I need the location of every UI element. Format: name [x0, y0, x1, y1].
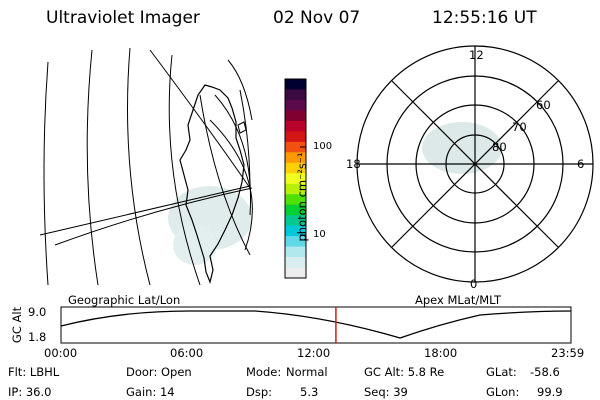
gc-alt-status: GC Alt: 5.8 Re — [364, 365, 445, 379]
colorbar-segment — [285, 236, 306, 248]
glon-value: 99.9 — [537, 385, 563, 399]
parallel-line — [227, 59, 253, 121]
orbit-plot-frame — [60, 306, 572, 344]
colorbar-tick-label: 10 — [313, 229, 326, 240]
island-outline — [237, 121, 247, 134]
colorbar-segment — [285, 246, 306, 258]
orbit-x-label: 06:00 — [170, 346, 204, 360]
colorbar-segment — [285, 131, 306, 143]
colorbar-segment — [285, 99, 306, 112]
colorbar-segment — [285, 257, 306, 269]
orbit-x-label: 18:00 — [424, 346, 458, 360]
colorbar-segment — [285, 183, 306, 195]
colorbar-segment — [285, 215, 306, 227]
meridian-line — [43, 61, 49, 286]
colorbar-segment — [285, 267, 306, 279]
colorbar-tick-label: 100 — [313, 141, 333, 152]
colorbar-frame — [284, 78, 307, 279]
dsp-label: Dsp: — [246, 385, 273, 399]
glat-value: -58.6 — [530, 365, 560, 379]
glon-label: GLon: — [486, 385, 520, 399]
colorbar-segment — [285, 141, 306, 153]
colorbar-segment — [285, 120, 306, 132]
mlat-label-60: 60 — [536, 98, 551, 112]
parallel-line — [214, 94, 252, 216]
colorbar-segment — [285, 152, 306, 164]
continent-outline — [179, 84, 245, 284]
mlt-label-18: 18 — [346, 157, 361, 171]
meridian-line — [86, 49, 99, 286]
time-label: 12:55:16 UT — [432, 8, 537, 28]
meridian-line — [127, 47, 151, 286]
orbit-x-label: 12:00 — [297, 346, 331, 360]
colorbar-segment — [285, 110, 306, 122]
gain-status: Gain: 14 — [126, 385, 175, 399]
orbit-y-top: 9.0 — [28, 305, 47, 319]
parallel-line — [54, 187, 253, 246]
app-title: Ultraviolet Imager — [46, 8, 200, 28]
filter-status: Flt: LBHL — [8, 365, 60, 379]
mode-value: Normal — [286, 365, 328, 379]
mlat-label-80: 80 — [492, 140, 507, 154]
colorbar-segment — [285, 225, 306, 237]
orbit-y-bottom: 1.8 — [28, 330, 47, 344]
mlat-label-70: 70 — [512, 120, 527, 134]
mode-label: Mode: — [246, 365, 282, 379]
colorbar-segment — [285, 162, 306, 174]
door-status: Door: Open — [126, 365, 192, 379]
seq-status: Seq: 39 — [364, 385, 408, 399]
aurora-glow — [173, 225, 217, 265]
colorbar-segment — [285, 89, 306, 101]
meridian-line — [199, 94, 251, 256]
orbit-x-label: 23:59 — [551, 346, 585, 360]
mlt-label-6: 6 — [577, 157, 585, 171]
aurora-glow — [422, 122, 502, 174]
orbit-altitude-plot — [60, 306, 572, 344]
polar-diagonal — [391, 80, 559, 248]
colorbar-segment — [285, 204, 306, 216]
glat-label: GLat: — [486, 365, 517, 379]
colorbar-unit-label: photon cm⁻²s⁻¹ — [295, 152, 309, 242]
mlt-label-0: 0 — [470, 277, 478, 291]
colorbar — [285, 79, 306, 279]
date-label: 02 Nov 07 — [273, 8, 361, 28]
ip-status: IP: 36.0 — [8, 385, 52, 399]
polar-panel-label: Apex MLat/MLT — [415, 293, 502, 307]
parallel-line — [39, 185, 251, 236]
mlt-label-12: 12 — [469, 48, 484, 62]
geographic-map — [39, 47, 253, 286]
orbit-x-label: 00:00 — [44, 346, 78, 360]
colorbar-segment — [285, 79, 306, 91]
polar-grid — [356, 45, 594, 283]
colorbar-segment — [285, 194, 306, 206]
altitude-curve — [60, 310, 572, 339]
meridian-line — [168, 54, 201, 286]
colorbar-segment — [285, 173, 306, 185]
parallel-line — [209, 119, 253, 251]
dsp-value: 5.3 — [300, 385, 319, 399]
geographic-panel-label: Geographic Lat/Lon — [68, 293, 181, 307]
orbit-ylabel: GC Alt — [10, 306, 24, 344]
parallel-line — [149, 49, 251, 189]
